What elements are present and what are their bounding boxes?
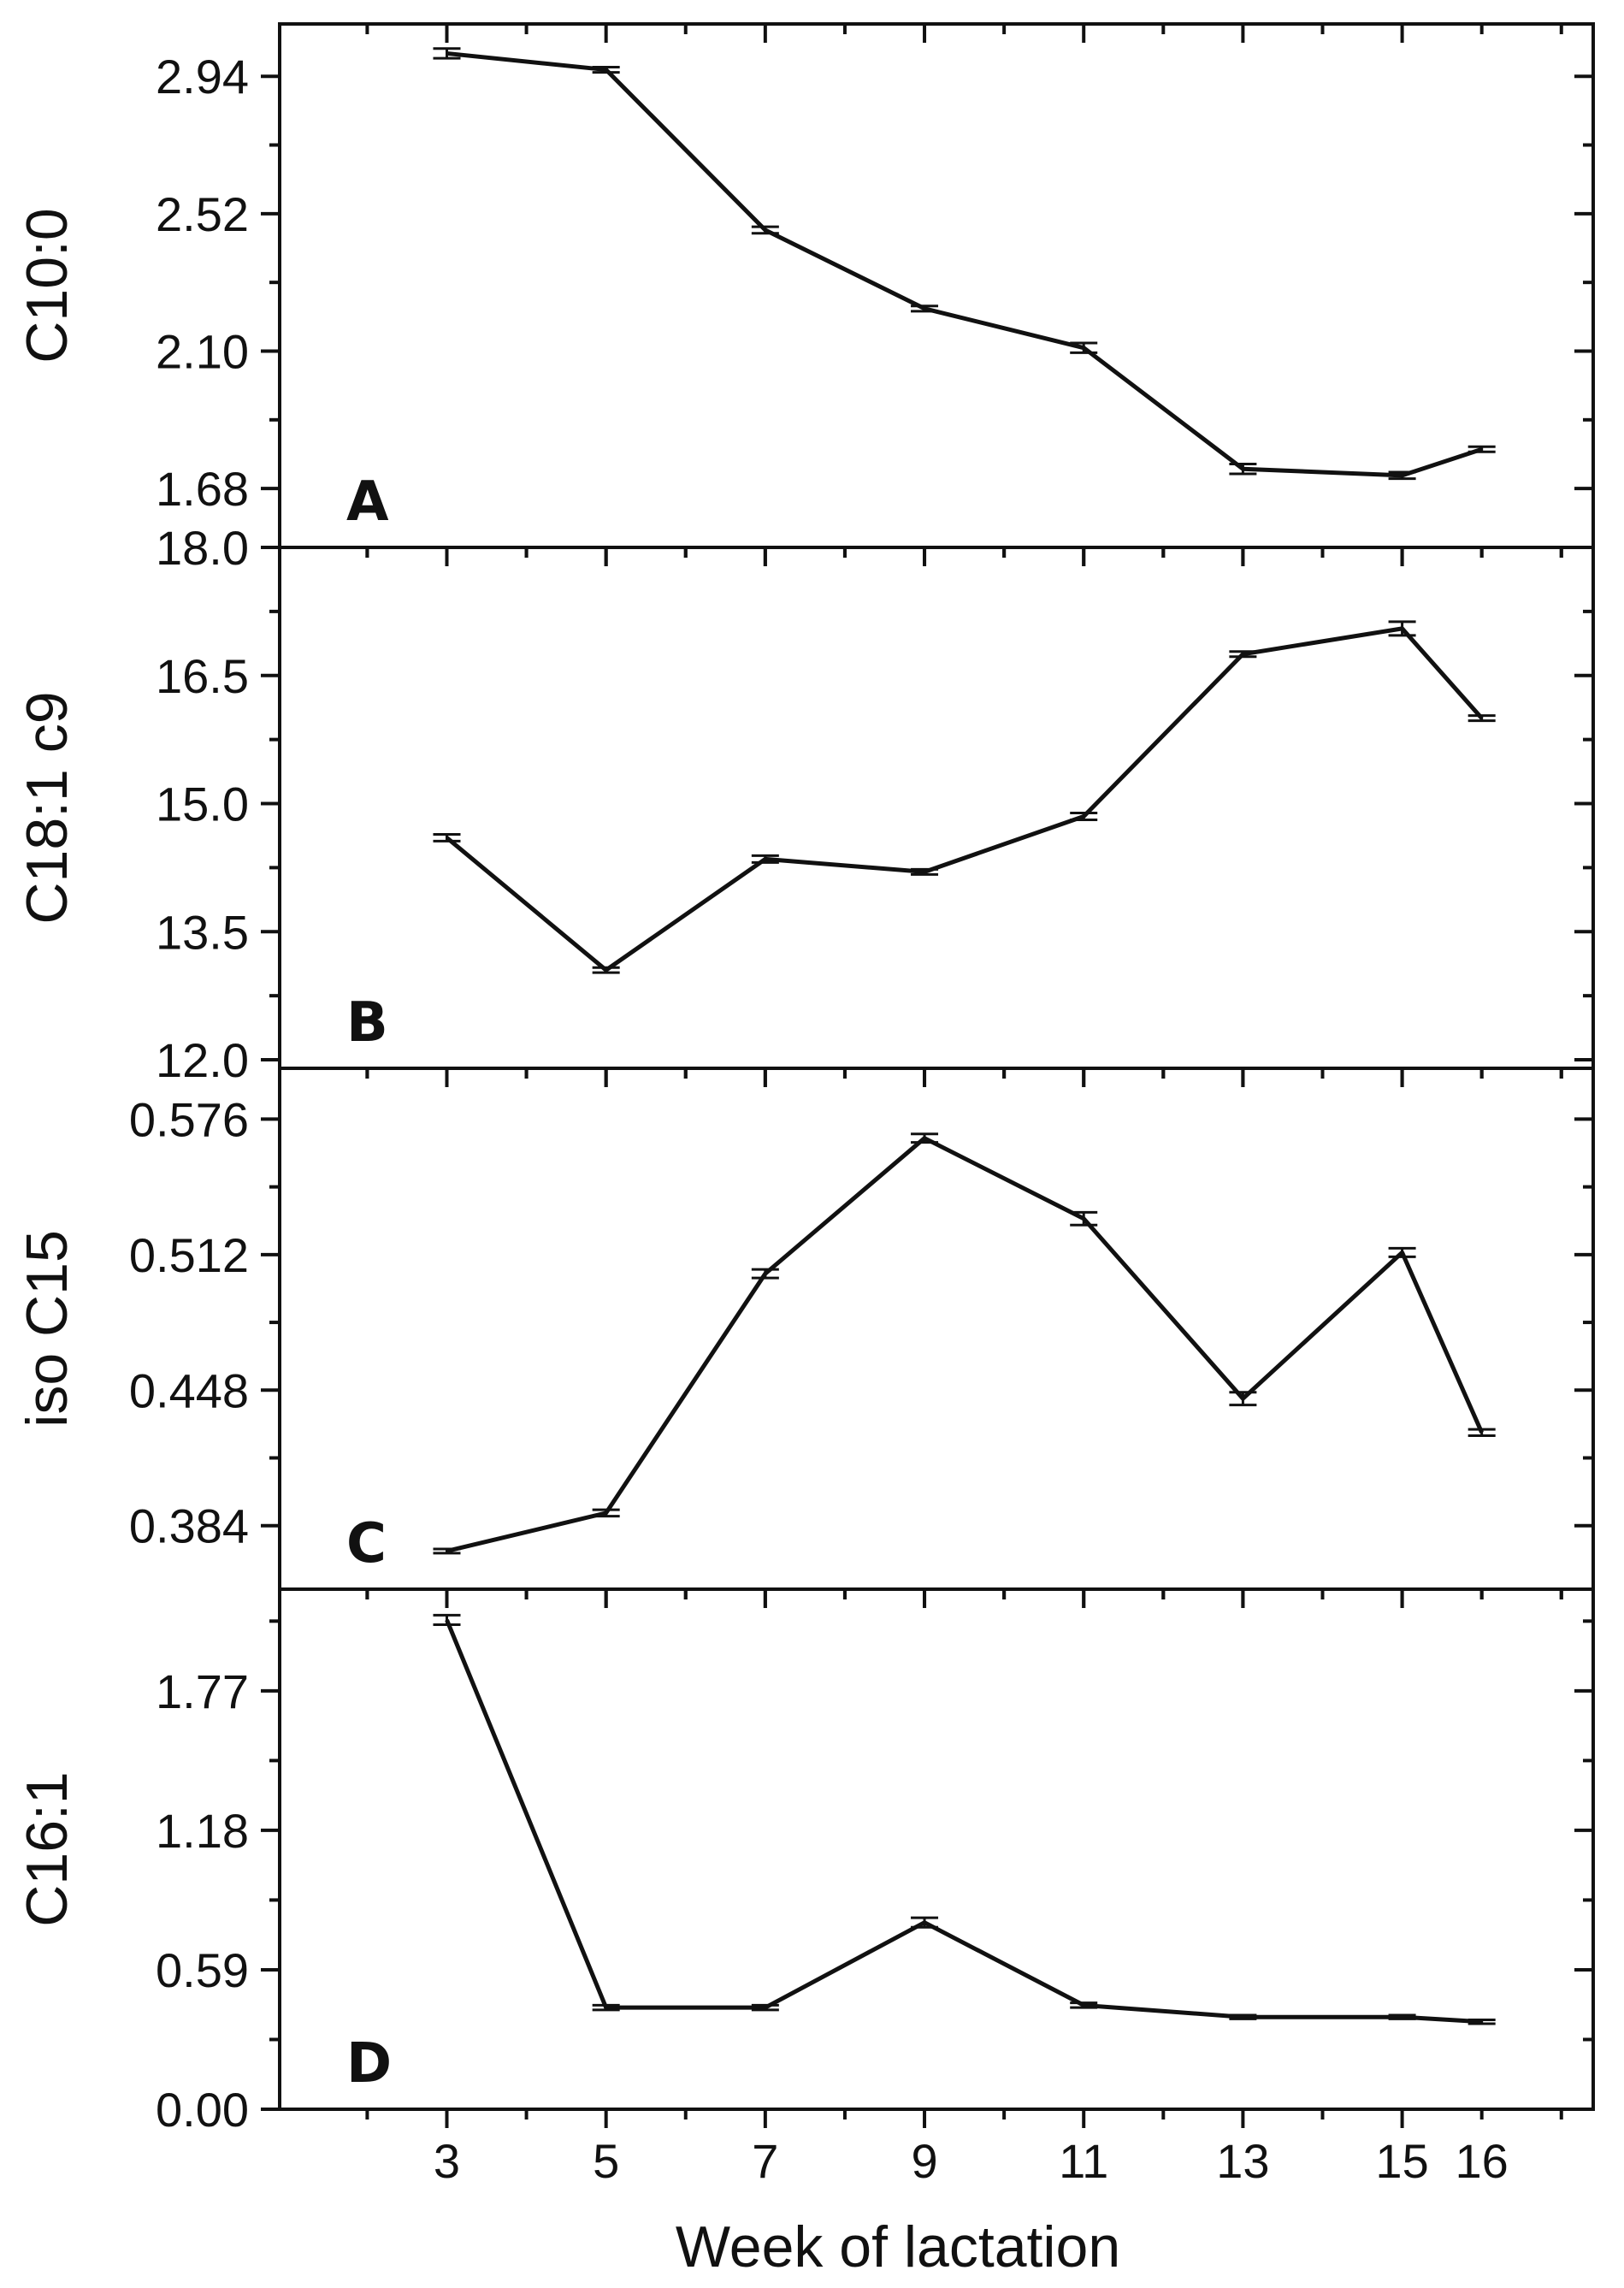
y-tick-label: 18.0 <box>156 521 249 575</box>
y-tick-label: 0.512 <box>129 1228 249 1282</box>
y-axis-title: C10:0 <box>15 208 80 363</box>
y-tick-label: 2.94 <box>156 50 249 103</box>
y-tick-label: 0.576 <box>129 1092 249 1146</box>
y-tick-label: 0.448 <box>129 1363 249 1417</box>
panel-frame <box>278 1587 1595 2111</box>
y-tick-label: 1.18 <box>156 1804 249 1858</box>
data-point-error-bar <box>1388 2013 1416 2020</box>
data-point-error-bar <box>1229 462 1257 476</box>
y-tick-label: 12.0 <box>156 1033 249 1087</box>
panel-a: 1.68 2.10 2.52 2.94 A C10:0 <box>15 22 1595 566</box>
data-point-error-bar <box>433 1547 461 1555</box>
y-tick-label: 0.384 <box>129 1499 249 1553</box>
y-tick-label: 15.0 <box>156 777 249 831</box>
series-line <box>446 1136 1484 1553</box>
series-line <box>445 626 1484 973</box>
y-tick-label: 2.52 <box>156 187 249 241</box>
panel-letter: D <box>346 2032 392 2096</box>
data-point-error-bar <box>1468 2019 1496 2025</box>
x-tick-label: 16 <box>1456 2134 1509 2188</box>
y-axis-title: C18:1 c9 <box>15 691 80 924</box>
x-tick-label: 7 <box>752 2134 778 2188</box>
data-point-error-bar <box>1229 1391 1257 1407</box>
data-point-error-bar <box>1468 1428 1496 1438</box>
x-axis-layer: Week of lactation 3 5 7 9 11 13 15 16 <box>434 2134 1509 2279</box>
data-point-error-bar <box>911 304 939 313</box>
panels-layer: 1.68 2.10 2.52 2.94 A C10:0 12.0 13.5 15.0 16.5 18… <box>15 22 1595 2137</box>
panel-b: 12.0 13.5 15.0 16.5 18.0 B C18:1 c9 <box>15 521 1595 1087</box>
data-point-error-bar <box>751 1268 779 1280</box>
y-tick-label: 1.68 <box>156 462 249 516</box>
x-tick-label: 3 <box>434 2134 460 2188</box>
data-point-error-bar <box>433 1613 461 1626</box>
data-point-error-bar <box>911 1916 939 1929</box>
data-point-error-bar <box>1070 811 1098 821</box>
data-point-error-bar <box>751 854 779 864</box>
data-point-error-bar <box>1388 620 1416 637</box>
data-point-error-bar <box>911 867 939 876</box>
y-tick-label: 16.5 <box>156 649 249 703</box>
x-tick-label: 13 <box>1216 2134 1269 2188</box>
x-tick-label: 9 <box>911 2134 937 2188</box>
data-point-error-bar <box>1070 1210 1098 1227</box>
y-axis-title: C16:1 <box>15 1771 80 1926</box>
x-tick-label: 5 <box>593 2134 619 2188</box>
data-point-error-bar <box>1229 2013 1257 2020</box>
panel-letter: B <box>346 991 388 1055</box>
data-point-error-bar <box>1070 2001 1098 2009</box>
data-point-error-bar <box>1388 470 1416 481</box>
x-tick-label: 11 <box>1059 2134 1108 2188</box>
data-point-error-bar <box>1388 1246 1416 1258</box>
y-tick-label: 2.10 <box>156 325 249 379</box>
data-point-error-bar <box>592 1508 620 1518</box>
y-tick-label: 1.77 <box>156 1664 249 1718</box>
panel-frame <box>278 22 1595 549</box>
panel-d: 0.00 0.59 1.18 1.77 D C16:1 <box>15 1587 1595 2137</box>
data-point-error-bar <box>751 2003 779 2012</box>
panel-letter: C <box>346 1512 387 1576</box>
data-point-error-bar <box>433 47 461 60</box>
data-point-error-bar <box>1229 650 1257 659</box>
y-tick-label: 0.59 <box>156 1943 249 1997</box>
series-line <box>445 1618 1482 2025</box>
y-tick-label: 0.00 <box>156 2083 249 2137</box>
x-axis-title: Week of lactation <box>676 2214 1120 2279</box>
panel-frame <box>278 546 1595 1070</box>
data-point-error-bar <box>433 832 461 842</box>
data-point-error-bar <box>911 1132 939 1144</box>
data-point-error-bar <box>751 225 779 235</box>
data-point-error-bar <box>592 966 620 974</box>
data-point-error-bar <box>1070 341 1098 354</box>
data-point-error-bar <box>592 2003 620 2012</box>
data-point-error-bar <box>1468 714 1496 723</box>
panel-letter: A <box>346 470 389 534</box>
y-axis-title: iso C15 <box>15 1230 80 1428</box>
data-point-error-bar <box>592 65 620 74</box>
x-tick-label: 15 <box>1375 2134 1428 2188</box>
data-point-error-bar <box>1468 445 1496 453</box>
y-tick-label: 13.5 <box>156 905 249 959</box>
series-line <box>446 50 1483 478</box>
